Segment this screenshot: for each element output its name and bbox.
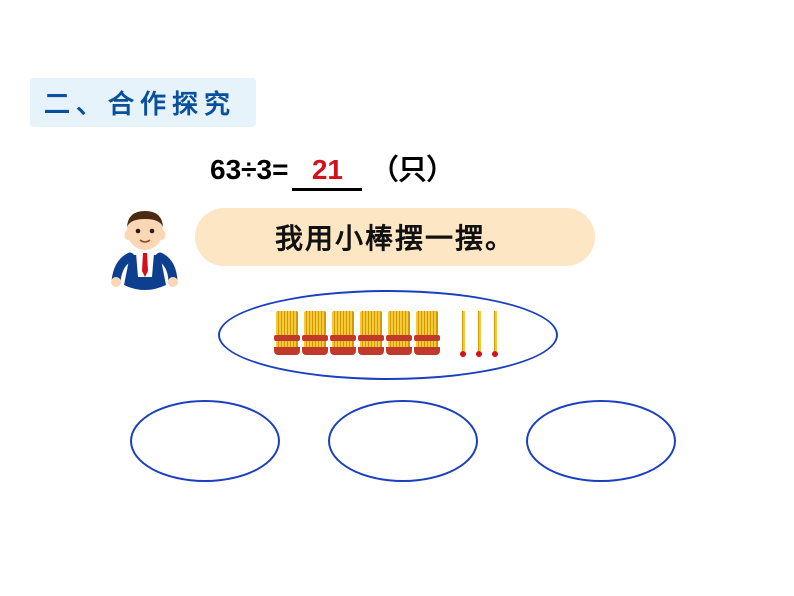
empty-groups-row xyxy=(130,400,676,482)
stick-bundle xyxy=(331,311,355,359)
sticks-container xyxy=(218,290,558,380)
stick-bundle xyxy=(275,311,299,359)
equation-answer: 21 xyxy=(292,154,362,191)
equation-lhs: 63÷3= xyxy=(210,154,288,185)
speech-bubble: 我用小棒摆一摆。 xyxy=(195,208,595,266)
stick-bundle xyxy=(415,311,439,359)
equation: 63÷3=21 （只） xyxy=(210,148,454,191)
stick-bundle xyxy=(359,311,383,359)
teacher-avatar xyxy=(110,205,180,295)
single-stick xyxy=(477,311,481,359)
single-stick xyxy=(461,311,465,359)
section-header: 二、合作探究 xyxy=(30,78,256,127)
empty-group-oval xyxy=(526,400,676,482)
stick-bundle xyxy=(303,311,327,359)
stick-bundle xyxy=(387,311,411,359)
empty-group-oval xyxy=(130,400,280,482)
empty-group-oval xyxy=(328,400,478,482)
equation-unit: （只） xyxy=(370,154,454,185)
single-stick xyxy=(493,311,497,359)
